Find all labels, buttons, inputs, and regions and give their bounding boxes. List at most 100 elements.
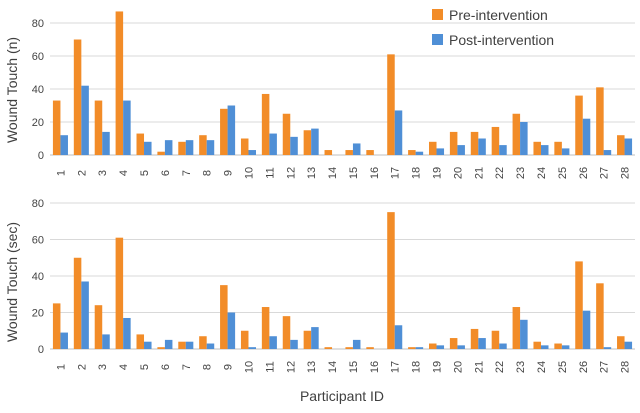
x-tick-label: 7: [181, 170, 193, 176]
bar-post-participant-28: [624, 341, 633, 349]
x-tick-label: 26: [578, 167, 590, 179]
bar-pre-participant-24: [533, 341, 541, 349]
bar-pre-participant-9: [220, 285, 228, 350]
bar-post-participant-13: [311, 128, 319, 155]
x-tick-label: 14: [327, 361, 339, 373]
x-tick-label: 14: [327, 167, 339, 179]
bar-pre-participant-12: [282, 113, 291, 155]
bar-post-participant-7: [185, 140, 194, 155]
x-tick-label: 13: [306, 167, 318, 179]
bar-post-participant-20: [457, 145, 465, 155]
x-tick-label: 21: [473, 361, 485, 373]
y-tick-label: 80: [32, 18, 44, 30]
bar-pre-participant-3: [94, 100, 103, 155]
bar-post-participant-10: [248, 347, 256, 349]
bar-post-participant-11: [269, 133, 277, 155]
bar-pre-participant-2: [73, 39, 82, 155]
bar-pre-participant-7: [178, 141, 186, 155]
x-tick-label: 27: [599, 167, 611, 179]
bar-pre-participant-20: [449, 338, 458, 349]
bar-pre-participant-6: [157, 151, 165, 155]
bar-post-participant-13: [311, 327, 319, 349]
bar-post-participant-21: [478, 138, 486, 155]
x-tick-label: 16: [369, 361, 381, 373]
bar-post-participant-19: [436, 148, 445, 155]
x-tick-label: 17: [390, 167, 402, 179]
bar-post-participant-22: [499, 145, 507, 155]
x-tick-label: 17: [390, 361, 402, 373]
bar-post-participant-28: [624, 138, 633, 155]
bar-post-participant-27: [603, 150, 612, 155]
bar-pre-participant-24: [533, 141, 541, 155]
bar-pre-participant-14: [324, 150, 333, 155]
x-tick-label: 12: [285, 167, 297, 179]
x-tick-label: 1: [55, 170, 67, 176]
bar-post-participant-25: [561, 345, 570, 349]
bar-post-participant-8: [206, 343, 215, 349]
bar-pre-participant-26: [575, 261, 583, 349]
bar-pre-participant-21: [470, 131, 479, 155]
bar-pre-participant-15: [345, 150, 353, 155]
x-tick-label: 10: [243, 361, 255, 373]
bar-post-participant-20: [457, 345, 465, 349]
x-tick-label: 23: [515, 361, 527, 373]
bar-pre-participant-18: [408, 347, 416, 349]
bar-post-participant-15: [352, 339, 361, 350]
bar-pre-participant-22: [491, 330, 500, 349]
bar-pre-participant-26: [575, 95, 583, 155]
bar-post-participant-24: [540, 145, 549, 155]
y-tick-label: 80: [32, 198, 44, 210]
x-tick-label: 8: [202, 364, 214, 370]
bar-post-participant-8: [206, 140, 215, 155]
bar-pre-participant-22: [491, 126, 500, 155]
x-tick-label: 27: [599, 361, 611, 373]
bar-post-participant-24: [540, 345, 549, 349]
bar-post-participant-5: [144, 141, 152, 155]
bar-post-participant-19: [436, 345, 445, 349]
legend-label-post-intervention: Post-intervention: [449, 32, 554, 48]
bar-post-participant-26: [582, 118, 591, 155]
x-tick-label: 23: [515, 167, 527, 179]
x-tick-label: 7: [181, 364, 193, 370]
bar-post-participant-15: [352, 143, 361, 155]
y-axis-title-top: Wound Touch (n): [4, 37, 20, 143]
bar-pre-participant-12: [282, 316, 291, 349]
x-tick-label: 4: [118, 364, 130, 370]
bar-pre-participant-13: [303, 330, 312, 349]
x-tick-label: 24: [536, 167, 548, 179]
x-tick-label: 6: [160, 170, 172, 176]
bar-post-participant-25: [561, 148, 570, 155]
x-tick-label: 9: [223, 170, 235, 176]
bar-post-participant-21: [478, 338, 486, 349]
bar-pre-participant-28: [617, 135, 625, 155]
x-tick-label: 18: [411, 167, 423, 179]
x-tick-label: 11: [264, 167, 276, 178]
y-axis-title-bottom: Wound Touch (sec): [4, 222, 20, 342]
bar-post-participant-1: [60, 332, 68, 349]
x-tick-label: 3: [97, 364, 109, 370]
bar-post-participant-9: [227, 312, 236, 349]
bar-post-participant-18: [415, 347, 424, 349]
bar-pre-participant-25: [554, 141, 562, 155]
x-tick-label: 25: [557, 361, 569, 373]
bar-post-participant-2: [81, 281, 89, 349]
bar-pre-participant-4: [115, 11, 124, 156]
x-tick-label: 5: [139, 170, 151, 176]
bar-pre-participant-18: [408, 150, 416, 155]
y-tick-label: 20: [32, 117, 44, 129]
bar-pre-participant-20: [449, 131, 458, 155]
y-tick-label: 60: [32, 235, 44, 247]
bar-pre-participant-7: [178, 341, 186, 349]
bar-pre-participant-5: [136, 334, 145, 349]
x-axis-title: Participant ID: [300, 388, 384, 404]
x-tick-label: 1: [55, 364, 67, 370]
y-tick-label: 20: [32, 308, 44, 320]
y-tick-label: 40: [32, 84, 44, 96]
bar-pre-participant-27: [596, 87, 604, 155]
bar-post-participant-23: [520, 122, 528, 155]
bar-post-participant-17: [394, 110, 403, 155]
